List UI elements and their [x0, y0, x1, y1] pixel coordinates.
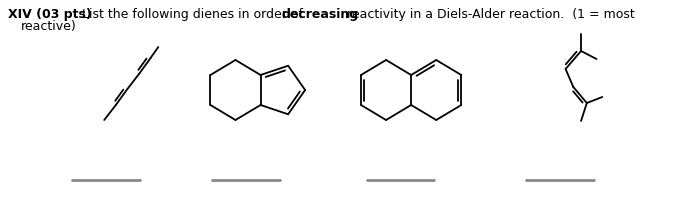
Text: XIV (03 pts): XIV (03 pts): [8, 8, 92, 21]
Text: decreasing: decreasing: [282, 8, 359, 21]
Text: reactivity in a Diels-Alder reaction.  (1 = most: reactivity in a Diels-Alder reaction. (1…: [342, 8, 634, 21]
Text: reactive): reactive): [21, 20, 77, 33]
Text: List the following dienes in order of: List the following dienes in order of: [78, 8, 307, 21]
